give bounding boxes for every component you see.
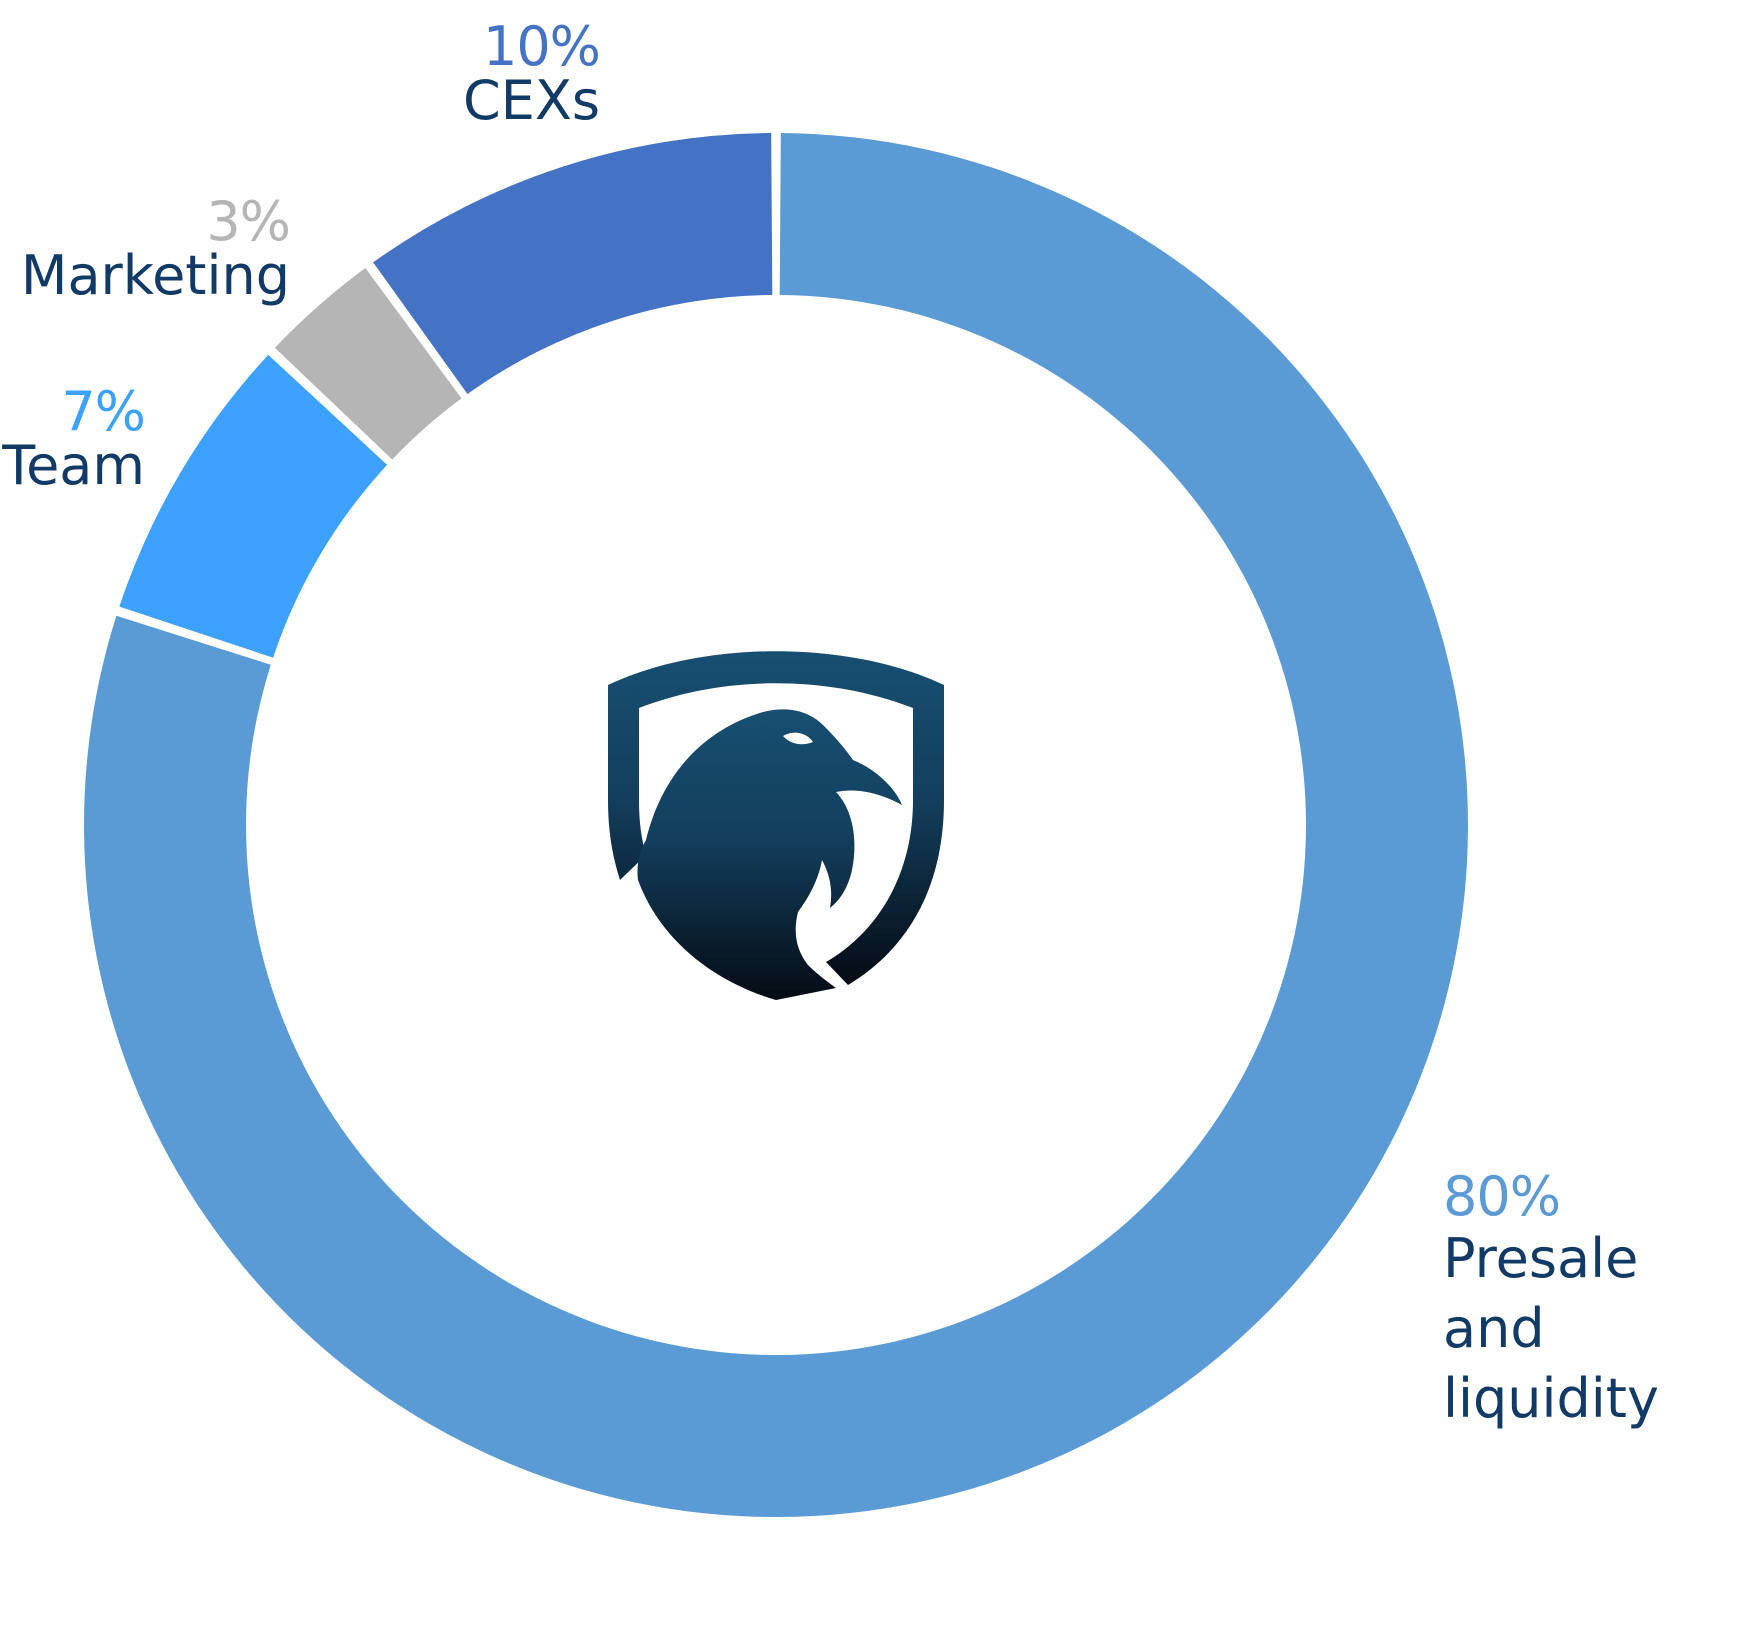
donut-slices <box>84 133 1468 1517</box>
slice-percent-presale: 80% <box>1443 1165 1561 1228</box>
slice-name-team: Team <box>2 434 145 497</box>
slice-label-team: 7% Team <box>0 380 146 497</box>
slice-name-cexs: CEXs <box>463 69 600 132</box>
slice-label-presale: 80% Presale and liquidity <box>1443 1170 1753 1435</box>
slice-percent-marketing: 3% <box>206 190 291 253</box>
donut-slice-marketing <box>274 268 462 460</box>
eagle-shield-logo-icon <box>608 651 944 1000</box>
slice-percent-team: 7% <box>61 380 146 443</box>
slice-label-cexs: 10% CEXs <box>440 15 601 132</box>
donut-slice-cexs <box>373 133 773 395</box>
slice-name-marketing: Marketing <box>20 244 290 307</box>
slice-percent-cexs: 10% <box>482 15 601 78</box>
donut-slice-team <box>119 354 388 658</box>
slice-name-presale: Presale and liquidity <box>1443 1227 1659 1431</box>
slice-label-marketing: 3% Marketing <box>10 190 291 307</box>
